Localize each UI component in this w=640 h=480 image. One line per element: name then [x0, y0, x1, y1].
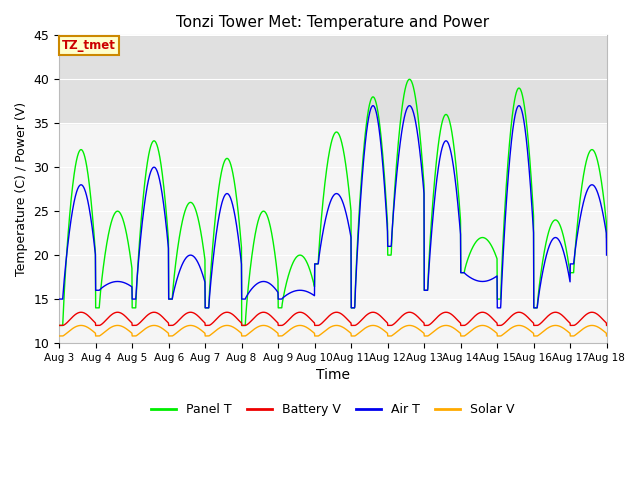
Title: Tonzi Tower Met: Temperature and Power: Tonzi Tower Met: Temperature and Power: [176, 15, 490, 30]
Y-axis label: Temperature (C) / Power (V): Temperature (C) / Power (V): [15, 102, 28, 276]
Bar: [59, 36, 607, 123]
Text: TZ_tmet: TZ_tmet: [62, 39, 116, 52]
Legend: Panel T, Battery V, Air T, Solar V: Panel T, Battery V, Air T, Solar V: [147, 398, 519, 421]
X-axis label: Time: Time: [316, 368, 350, 382]
